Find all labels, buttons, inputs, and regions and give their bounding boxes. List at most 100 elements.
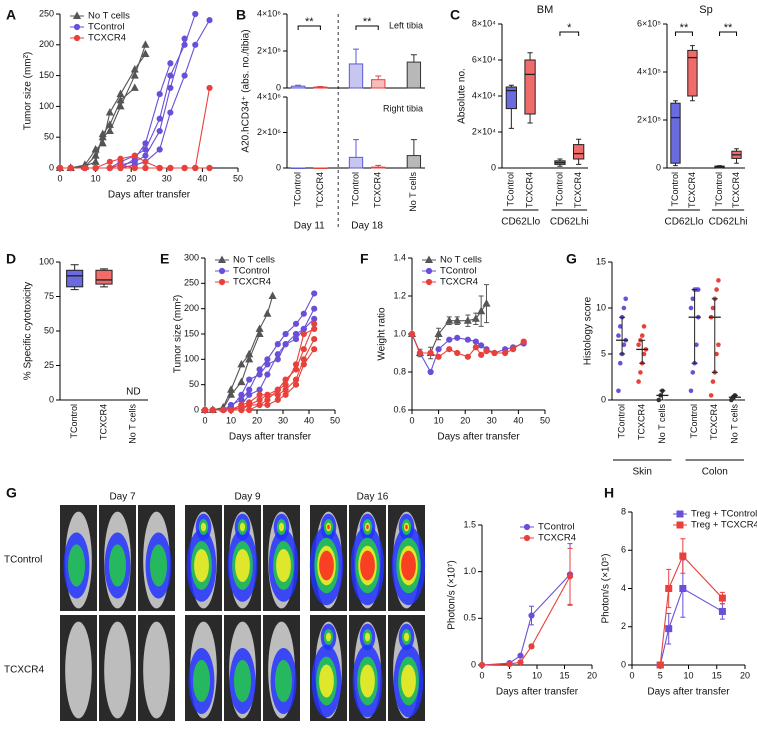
marker: [142, 164, 149, 172]
marker: [206, 17, 213, 24]
panel-letter: G: [566, 251, 577, 267]
marker: [167, 109, 174, 116]
bar: [348, 63, 364, 89]
box: [505, 86, 517, 110]
marker: [471, 314, 480, 322]
marker: [167, 84, 174, 92]
x-tick-label: 50: [330, 415, 340, 425]
marker: [506, 660, 513, 668]
marker: [566, 573, 574, 580]
point: [690, 296, 696, 302]
marker: [105, 107, 114, 116]
y-tick-label: 0.5: [463, 613, 476, 623]
point: [623, 296, 629, 302]
marker: [130, 71, 139, 79]
signal: [401, 550, 416, 581]
signal: [233, 659, 252, 703]
point: [688, 305, 694, 311]
y-axis-label: Photon/s (×10⁷): [447, 560, 458, 630]
marker: [434, 329, 443, 337]
marker: [463, 316, 472, 324]
whisker-low: [508, 108, 514, 129]
marker: [718, 594, 726, 602]
significance-label: **: [305, 16, 314, 28]
error-bar: [353, 48, 359, 64]
error-bar: [317, 86, 324, 88]
marker: [676, 510, 684, 518]
marker: [218, 278, 226, 286]
marker: [656, 661, 664, 669]
x-tick-label: 0: [409, 415, 414, 425]
marker: [105, 120, 114, 128]
point: [621, 305, 627, 311]
marker: [106, 158, 113, 165]
x-tick-label: 30: [487, 415, 497, 425]
series-line: [659, 555, 723, 666]
whisker-low: [734, 158, 739, 164]
category-label: No T cells: [657, 404, 667, 444]
range-bar: [619, 316, 626, 355]
marker: [217, 255, 227, 263]
category-label: TControl: [616, 404, 626, 439]
marker: [246, 376, 253, 383]
y-tick-label: 6×10⁵: [637, 18, 661, 28]
marker: [142, 158, 149, 165]
legend-label: No T cells: [440, 255, 482, 266]
point: [714, 287, 719, 292]
marker: [246, 386, 253, 393]
point: [617, 360, 623, 366]
y-axis-label: A20.hCD34⁺ (abs. no./tibia): [241, 29, 252, 152]
series-line: [205, 333, 261, 411]
group-label: Day 18: [351, 221, 383, 232]
marker: [282, 391, 289, 398]
signal: [192, 659, 211, 703]
bar: [313, 86, 328, 89]
mouse: [104, 621, 131, 719]
marker: [264, 361, 271, 368]
mouse: [143, 621, 170, 719]
range-bar: [691, 289, 698, 364]
x-tick-label: 0: [57, 173, 62, 183]
legend-label: TCXCR4: [233, 277, 271, 288]
signal: [319, 664, 334, 698]
marker: [131, 158, 138, 165]
marker: [665, 585, 673, 592]
x-tick-label: 5: [507, 670, 512, 680]
marker: [105, 126, 114, 135]
marker: [453, 316, 462, 324]
marker: [131, 152, 138, 159]
y-tick-label: 75: [44, 291, 54, 301]
point: [690, 370, 696, 375]
panel-letter: A: [6, 7, 16, 23]
category-label: TControl: [506, 172, 516, 207]
category-label: TCXCR4: [687, 172, 697, 208]
whisker-low: [690, 96, 695, 102]
signal: [274, 659, 293, 703]
y-tick-label: 0: [276, 162, 281, 172]
marker: [435, 346, 442, 353]
chart-title: BM: [537, 4, 554, 16]
marker: [435, 353, 442, 360]
y-axis-label: Tumor size (mm²): [173, 295, 184, 374]
marker: [256, 401, 263, 409]
x-tick-label: 20: [740, 670, 750, 680]
category-label: TCXCR4: [709, 404, 719, 440]
category-label: TControl: [350, 172, 360, 207]
marker: [446, 346, 453, 353]
marker: [72, 11, 82, 19]
marker: [408, 330, 416, 338]
marker: [472, 344, 479, 351]
marker: [181, 72, 188, 79]
marker: [311, 335, 318, 343]
category-label: TControl: [670, 172, 680, 207]
marker: [264, 371, 271, 378]
marker: [256, 386, 263, 393]
y-tick-label: 8×10⁴: [472, 18, 496, 28]
marker: [141, 49, 150, 58]
marker: [300, 361, 307, 368]
x-tick-label: 20: [126, 173, 136, 183]
marker: [56, 164, 64, 172]
category-label: TCXCR4: [373, 172, 383, 208]
x-tick-label: 40: [304, 415, 314, 425]
